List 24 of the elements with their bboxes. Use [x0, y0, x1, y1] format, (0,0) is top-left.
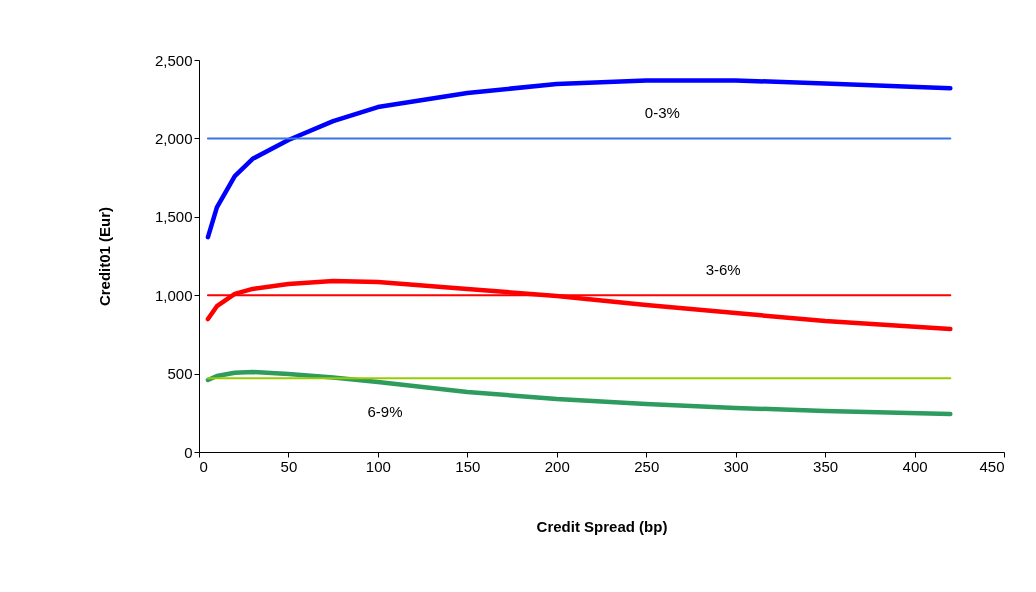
x-tick-label: 200 [544, 457, 570, 475]
y-tick-label: 2,000 [154, 129, 193, 147]
x-tick-label: 350 [813, 457, 839, 475]
annotation: 3-6% [705, 261, 741, 279]
y-tick-label: 0 [184, 443, 193, 461]
x-tick-label: 150 [455, 457, 481, 475]
line-series [205, 78, 953, 240]
x-tick-label: 300 [723, 457, 749, 475]
y-tick-label: 500 [167, 365, 193, 383]
x-tick-label: 100 [365, 457, 391, 475]
annotation: 0-3% [644, 104, 680, 122]
x-tick-label: 450 [979, 457, 1005, 475]
y-tick-label: 1,500 [154, 208, 193, 226]
y-tick-label: 2,500 [154, 51, 193, 69]
x-tick-label: 50 [280, 457, 298, 475]
y-tick-label: 1,000 [154, 286, 193, 304]
line-series [205, 278, 953, 332]
x-tick-label: 250 [634, 457, 660, 475]
x-tick-label: 0 [199, 457, 208, 475]
x-tick-label: 400 [902, 457, 928, 475]
line-series [205, 369, 953, 417]
annotation: 6-9% [367, 403, 403, 421]
y-axis-title: Credit01 (Eur) [95, 206, 113, 307]
x-axis-title: Credit Spread (bp) [536, 517, 668, 535]
